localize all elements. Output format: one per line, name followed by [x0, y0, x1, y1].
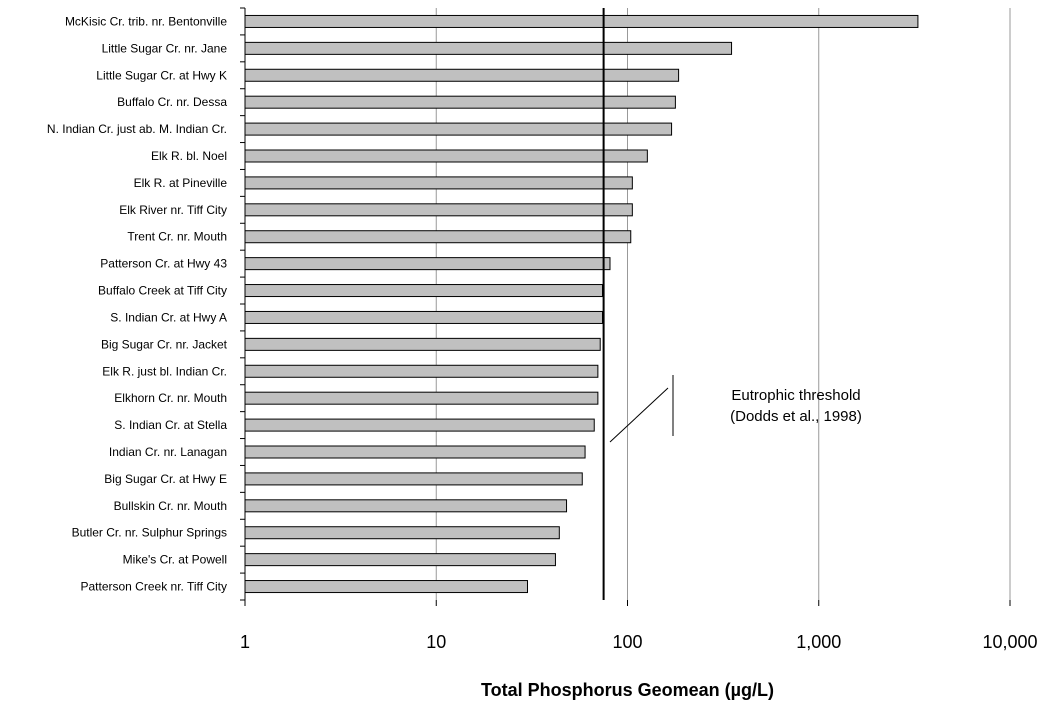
category-label: Elkhorn Cr. nr. Mouth	[114, 391, 227, 405]
category-label: Butler Cr. nr. Sulphur Springs	[72, 526, 227, 540]
x-tick-label: 10,000	[982, 632, 1037, 652]
bar	[244, 391, 599, 405]
bar	[244, 526, 560, 540]
bar	[244, 257, 611, 271]
annotation: Eutrophic threshold (Dodds et al., 1998)	[609, 375, 862, 443]
x-tick-label: 1,000	[796, 632, 841, 652]
category-label: Trent Cr. nr. Mouth	[127, 230, 227, 244]
bar	[244, 14, 919, 28]
annotation-text-line2: (Dodds et al., 1998)	[730, 408, 862, 425]
category-label: Patterson Creek nr. Tiff City	[80, 580, 227, 594]
category-label: Mike's Cr. at Powell	[123, 553, 227, 567]
bar	[244, 41, 733, 55]
bar	[244, 499, 568, 513]
bar	[244, 364, 599, 378]
bar	[244, 337, 601, 351]
x-tick-label: 1	[240, 632, 250, 652]
annotation-leader-line	[609, 387, 669, 443]
x-tick-label: 10	[426, 632, 446, 652]
category-label: Little Sugar Cr. nr. Jane	[102, 41, 228, 55]
category-label: Indian Cr. nr. Lanagan	[109, 445, 227, 459]
bar	[244, 472, 583, 486]
category-label: S. Indian Cr. at Hwy A	[110, 310, 227, 324]
bars	[244, 14, 919, 594]
bar	[244, 310, 603, 324]
category-label: Elk R. at Pineville	[134, 176, 228, 190]
category-label: N. Indian Cr. just ab. M. Indian Cr.	[47, 122, 227, 136]
bar	[244, 68, 680, 82]
category-label: Bullskin Cr. nr. Mouth	[114, 499, 227, 513]
bar	[244, 230, 632, 244]
bar	[244, 284, 603, 298]
category-label: Elk R. just bl. Indian Cr.	[102, 364, 227, 378]
x-tick-label: 100	[612, 632, 642, 652]
bar	[244, 203, 633, 217]
category-label: Big Sugar Cr. at Hwy E	[104, 472, 227, 486]
annotation-text-line1: Eutrophic threshold	[731, 387, 860, 404]
bar	[244, 176, 633, 190]
category-label: Patterson Cr. at Hwy 43	[100, 257, 227, 271]
category-label: S. Indian Cr. at Stella	[114, 418, 227, 432]
category-label: Little Sugar Cr. at Hwy K	[96, 68, 227, 82]
bar	[244, 95, 676, 109]
category-labels: McKisic Cr. trib. nr. Bentonville Little …	[47, 7, 245, 601]
bar	[244, 445, 586, 459]
x-axis-title: Total Phosphorus Geomean (µg/L)	[481, 680, 774, 700]
category-label: Buffalo Creek at Tiff City	[98, 284, 227, 298]
category-label: Elk River nr. Tiff City	[119, 203, 227, 217]
bar	[244, 122, 673, 136]
category-label: Elk R. bl. Noel	[151, 149, 227, 163]
bar	[244, 149, 648, 163]
category-label: McKisic Cr. trib. nr. Bentonville	[65, 14, 227, 28]
category-label: Big Sugar Cr. nr. Jacket	[101, 337, 228, 351]
category-label: Buffalo Cr. nr. Dessa	[117, 95, 227, 109]
bar	[244, 553, 556, 567]
x-tick-labels: 1 10 100 1,000 10,000	[240, 600, 1038, 652]
bar	[244, 418, 595, 432]
bar	[244, 580, 528, 594]
